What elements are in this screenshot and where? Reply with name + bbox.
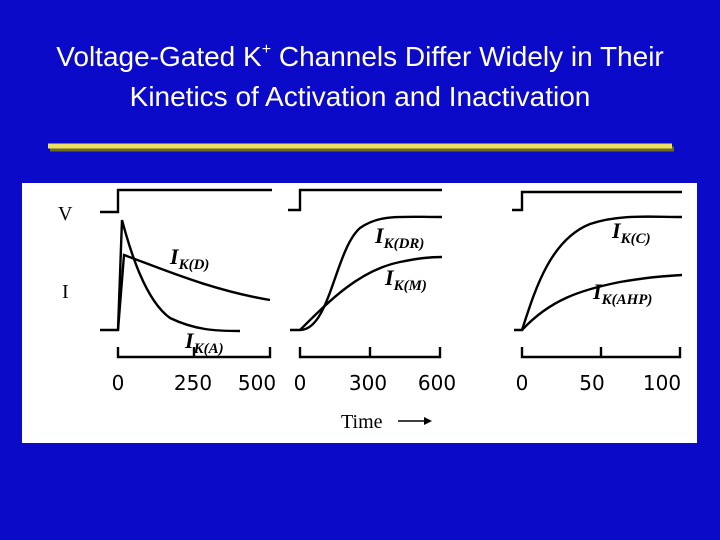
current-label: IK(A) <box>184 328 224 357</box>
current-trace <box>299 255 443 331</box>
time-tick-label: 0 <box>112 371 125 395</box>
time-tick-label: 600 <box>418 371 456 395</box>
i-label: I <box>62 281 69 303</box>
time-tick-label: 100 <box>643 371 681 395</box>
voltage-step <box>512 190 682 212</box>
time-tick-label: 50 <box>579 371 604 395</box>
time-tick-label: 0 <box>516 371 529 395</box>
title-superscript: + <box>261 41 272 58</box>
current-subscript: K(AHP) <box>601 292 653 308</box>
current-label: IK(M) <box>384 265 427 294</box>
v-label: V <box>58 203 73 225</box>
title-line-1: Voltage-Gated K+ Channels Differ Widely … <box>0 40 720 74</box>
title-text: Channels Differ Widely in Their <box>271 41 664 72</box>
title-text: Voltage-Gated K <box>56 41 262 72</box>
time-axis <box>116 347 272 359</box>
current-symbol: I <box>384 265 395 290</box>
current-trace <box>116 253 271 331</box>
time-tick-label: 250 <box>174 371 212 395</box>
current-label: IK(D) <box>169 244 209 273</box>
current-subscript: K(A) <box>193 341 224 357</box>
time-label: Time <box>341 411 383 433</box>
time-arrow-head <box>424 417 432 425</box>
current-symbol: I <box>374 223 385 248</box>
voltage-step <box>288 188 442 212</box>
current-trace <box>521 273 683 331</box>
voltage-step <box>100 188 272 214</box>
current-symbol: I <box>184 328 195 353</box>
time-axis <box>520 347 682 359</box>
time-axis <box>298 347 442 359</box>
current-subscript: K(C) <box>620 231 651 247</box>
current-subscript: K(M) <box>393 278 427 294</box>
current-subscript: K(D) <box>178 257 210 273</box>
current-symbol: I <box>611 218 622 243</box>
current-trace <box>514 215 683 332</box>
title-line-2: Kinetics of Activation and Inactivation <box>129 81 591 112</box>
time-tick-label: 300 <box>349 371 387 395</box>
current-trace <box>290 215 443 332</box>
time-tick-label: 0 <box>294 371 307 395</box>
time-tick-label: 500 <box>238 371 276 395</box>
current-subscript: K(DR) <box>383 236 425 252</box>
current-trace <box>100 219 241 333</box>
current-symbol: I <box>592 279 603 304</box>
current-label: IK(AHP) <box>592 279 652 308</box>
current-label: IK(C) <box>611 218 651 247</box>
current-symbol: I <box>169 244 180 269</box>
current-label: IK(DR) <box>374 223 424 252</box>
